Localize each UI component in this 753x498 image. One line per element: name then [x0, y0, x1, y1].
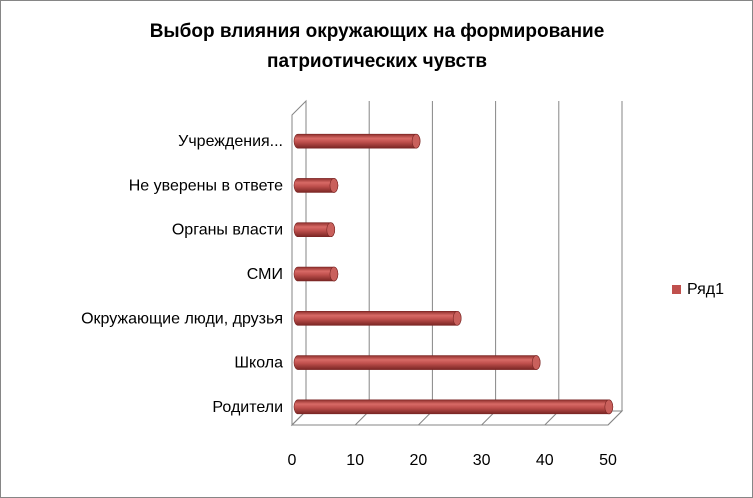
bar: [293, 178, 339, 193]
category-label: СМИ: [247, 266, 283, 283]
bar-cap: [452, 310, 462, 326]
legend-label: Ряд1: [687, 281, 724, 298]
bar-body: [293, 310, 462, 326]
bar-cap: [329, 178, 339, 193]
x-tick-label: 40: [536, 452, 554, 469]
chart-title-line-1: Выбор влияния окружающих на формирование: [150, 21, 605, 42]
bar-cap: [531, 355, 541, 370]
gridlines: [291, 101, 623, 426]
bar: [293, 355, 541, 370]
bar-cap: [329, 266, 339, 282]
bar: [293, 399, 614, 415]
gridline-floor: [607, 410, 623, 426]
side-wall: [291, 99, 307, 427]
bars: [293, 133, 614, 415]
bar-cap: [604, 399, 614, 415]
bar-body: [293, 133, 421, 149]
category-labels: Учреждения... Не уверены в ответе Органы в…: [81, 133, 283, 416]
bar-cap: [411, 133, 421, 149]
category-label: Окружающие люди, друзья: [81, 310, 283, 327]
category-label: Органы власти: [172, 222, 283, 239]
category-label: Родители: [212, 399, 283, 416]
plot-walls: [290, 99, 624, 427]
chart-title-line-2: патриотических чувств: [267, 51, 487, 72]
bar: [293, 133, 421, 149]
bar-body: [293, 355, 541, 370]
category-label: Школа: [234, 355, 283, 372]
category-label: Учреждения...: [178, 133, 283, 150]
bar-body: [293, 399, 614, 415]
x-axis-tick-labels: 0 10 20 30 40 50: [288, 452, 617, 469]
bar: [293, 266, 339, 282]
x-tick-label: 10: [346, 452, 364, 469]
x-tick-label: 20: [410, 452, 428, 469]
bar-cap: [326, 222, 336, 238]
x-tick-label: 50: [599, 452, 617, 469]
legend: Ряд1: [672, 281, 724, 298]
legend-swatch: [672, 285, 681, 294]
x-tick-label: 30: [473, 452, 491, 469]
x-tick-label: 0: [288, 452, 297, 469]
bar: [293, 310, 462, 326]
bar: [293, 222, 336, 238]
category-label: Не уверены в ответе: [129, 177, 283, 194]
